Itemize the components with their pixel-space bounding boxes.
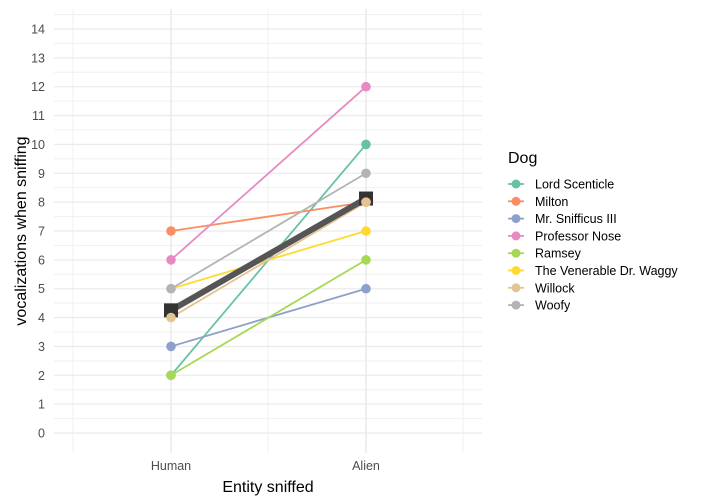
y-tick-label: 14 [31, 23, 45, 37]
y-tick-label: 6 [38, 253, 45, 267]
y-axis-title: vocalizations when sniffing [13, 136, 30, 325]
series-points [164, 81, 373, 381]
y-tick-label: 1 [38, 398, 45, 412]
mean-line [169, 195, 368, 313]
series-point [361, 226, 371, 236]
series-point [361, 139, 371, 150]
legend-item: Mr. Snifficus III [508, 212, 617, 226]
series-point [166, 226, 176, 236]
series-point [166, 312, 176, 323]
legend-label: Woofy [535, 299, 571, 313]
series-point [166, 283, 176, 294]
series-line [170, 201, 367, 319]
legend-label: Mr. Snifficus III [535, 212, 617, 226]
legend-key-point [511, 266, 521, 275]
legend-key-point [511, 283, 521, 293]
legend-label: Lord Scenticle [535, 178, 614, 192]
y-tick-label: 12 [31, 80, 45, 94]
legend-key-point [511, 248, 521, 258]
legend-label: Willock [535, 281, 575, 295]
legend-key-point [511, 300, 521, 310]
series-lines [170, 86, 367, 377]
legend-label: Ramsey [535, 247, 582, 261]
x-tick-label: Human [151, 459, 191, 473]
mean-summary [169, 195, 368, 313]
legend-label: The Venerable Dr. Waggy [535, 264, 678, 278]
legend-title: Dog [508, 150, 537, 167]
y-tick-label: 11 [32, 109, 45, 123]
y-tick-label: 13 [31, 51, 45, 65]
legend: Dog Lord Scenticle Milton Mr. Snifficus II… [508, 150, 678, 313]
series-line [170, 201, 367, 232]
y-tick-label: 3 [38, 340, 45, 354]
legend-item: The Venerable Dr. Waggy [508, 264, 678, 278]
series-line [170, 172, 367, 290]
series-point [166, 341, 176, 352]
series-line [170, 259, 367, 377]
legend-key-point [511, 214, 521, 224]
legend-key-point [511, 179, 521, 189]
x-axis-title: Entity sniffed [222, 479, 313, 496]
legend-item: Milton [508, 195, 568, 209]
y-tick-label: 5 [38, 282, 45, 296]
y-tick-label: 9 [38, 167, 45, 181]
legend-label: Milton [535, 195, 568, 209]
series-point [361, 283, 371, 294]
series-point [361, 255, 371, 265]
legend-item: Lord Scenticle [508, 178, 614, 192]
y-tick-label: 7 [38, 225, 45, 239]
legend-item: Willock [508, 281, 575, 295]
mean-point [164, 303, 178, 318]
y-tick-label: 4 [38, 311, 45, 325]
y-tick-label: 8 [38, 196, 45, 210]
legend-key-point [511, 196, 521, 206]
y-tick-label: 2 [38, 369, 45, 383]
x-axis-tick-labels: Human Alien [151, 459, 380, 473]
legend-item: Woofy [508, 299, 571, 313]
legend-label: Professor Nose [535, 229, 621, 243]
series-point [361, 197, 371, 207]
series-point [361, 168, 371, 179]
series-point [166, 255, 176, 265]
series-point [361, 81, 371, 92]
legend-key-point [511, 231, 521, 241]
x-tick-label: Alien [352, 459, 380, 473]
legend-item: Professor Nose [508, 229, 621, 243]
legend-item: Ramsey [508, 247, 582, 261]
series-line [170, 86, 367, 261]
series-point [166, 370, 176, 381]
y-tick-label: 10 [31, 138, 45, 152]
y-tick-label: 0 [38, 427, 45, 441]
